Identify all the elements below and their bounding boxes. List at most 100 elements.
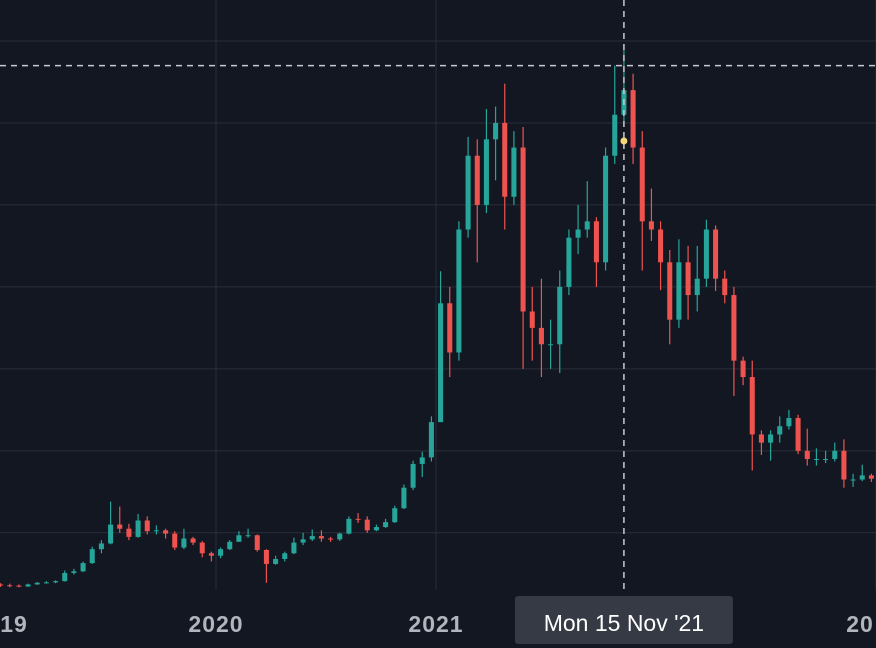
candle-body	[126, 528, 132, 537]
candle-body	[328, 538, 334, 540]
candle-body	[465, 155, 471, 230]
candle-body	[841, 450, 847, 480]
candle-body	[612, 114, 618, 156]
candle-body	[25, 584, 31, 587]
candle-body	[859, 475, 865, 480]
candle-body	[163, 530, 169, 534]
candle-body	[346, 518, 352, 534]
candle-body	[190, 538, 196, 543]
candle-body	[208, 553, 214, 556]
candle-body	[722, 278, 728, 296]
crosshair-label: Mon 15 Nov '21	[544, 610, 704, 636]
candle-body	[566, 237, 572, 287]
candle-body	[172, 533, 178, 548]
x-tick-label: 2021	[408, 611, 463, 637]
candle-body	[456, 229, 462, 353]
candle-body	[355, 518, 361, 520]
candle-body	[71, 571, 77, 573]
candle-body	[740, 360, 746, 378]
candle-body	[43, 582, 49, 584]
candle-body	[218, 549, 224, 556]
candle-body	[703, 229, 709, 279]
candle-body	[520, 147, 526, 312]
candle-body	[401, 487, 407, 509]
candle-body	[438, 303, 444, 423]
candle-body	[502, 122, 508, 197]
x-tick-label: 2020	[188, 611, 243, 637]
candle-body	[529, 311, 535, 328]
candle-body	[62, 572, 68, 582]
candle-body	[153, 530, 159, 532]
candle-body	[832, 450, 838, 460]
candle-body	[227, 541, 233, 550]
candle-body	[364, 519, 370, 531]
candle-body	[548, 344, 554, 346]
candle-body	[135, 520, 141, 537]
candle-body	[758, 434, 764, 443]
candle-body	[813, 459, 819, 461]
candle-body	[309, 536, 315, 540]
crosshair-label-box	[514, 596, 733, 644]
candle-body	[254, 535, 260, 550]
candle-body	[731, 295, 737, 361]
candle-body	[89, 549, 95, 564]
candle-body	[575, 229, 581, 238]
candle-body	[199, 542, 205, 554]
candle-body	[658, 229, 664, 263]
candle-body	[850, 479, 856, 481]
candle-body	[804, 450, 810, 460]
candle-body	[410, 463, 416, 488]
x-tick-label: 20	[846, 611, 874, 637]
candle-body	[749, 377, 755, 435]
candle-body	[474, 155, 480, 205]
candle-body	[511, 147, 517, 197]
candle-body	[108, 524, 114, 544]
candle-body	[694, 278, 700, 296]
candle-body	[868, 475, 874, 479]
candle-body	[493, 122, 499, 140]
candle-body	[557, 286, 563, 345]
candle-body	[236, 535, 242, 542]
candle-body	[630, 90, 636, 148]
candle-body	[676, 262, 682, 320]
candle-body	[483, 139, 489, 205]
candle-body	[16, 585, 22, 587]
candle-body	[0, 584, 4, 586]
candle-body	[428, 422, 434, 458]
x-tick-label: 19	[0, 611, 28, 637]
candle-body	[291, 542, 297, 554]
candle-body	[795, 418, 801, 451]
candle-body	[786, 418, 792, 427]
candle-body	[685, 262, 691, 296]
candle-body	[245, 535, 251, 537]
candle-body	[823, 459, 829, 461]
candle-body	[713, 229, 719, 279]
candle-body	[181, 538, 187, 548]
candle-body	[98, 543, 104, 550]
crosshair-dot	[620, 137, 628, 145]
candle-body	[383, 522, 389, 528]
candle-body	[538, 327, 544, 345]
candle-body	[584, 221, 590, 230]
candle-body	[34, 582, 40, 585]
candle-body	[318, 536, 324, 539]
candle-body	[447, 303, 453, 353]
candle-body	[80, 563, 86, 572]
candle-body	[768, 434, 774, 443]
candle-body	[53, 581, 59, 583]
candle-body	[282, 553, 288, 560]
candle-body	[144, 520, 150, 532]
candle-body	[337, 533, 343, 540]
candle-body	[667, 262, 673, 320]
candle-body	[419, 457, 425, 464]
candle-body	[300, 539, 306, 543]
candle-body	[373, 527, 379, 531]
candle-body	[593, 221, 599, 263]
candle-body	[7, 585, 13, 587]
candle-body	[273, 559, 279, 564]
candle-body	[392, 508, 398, 523]
candle-body	[263, 550, 269, 564]
candle-body	[603, 155, 609, 263]
